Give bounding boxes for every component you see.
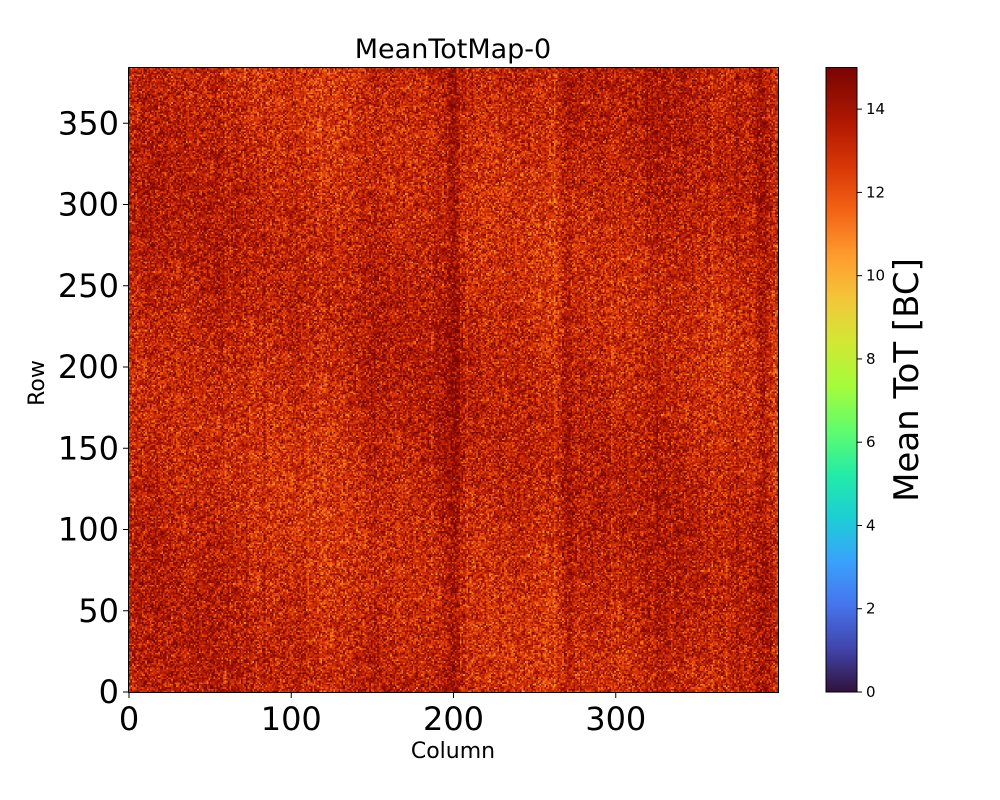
y-tick-label: 50 <box>78 592 119 630</box>
colorbar-tick-label: 0 <box>866 683 876 701</box>
x-tick-label: 300 <box>585 700 646 738</box>
y-tick-label: 0 <box>99 673 119 711</box>
y-tick-label: 100 <box>58 511 119 549</box>
colorbar-tick-label: 12 <box>866 183 885 201</box>
colorbar-tick-label: 14 <box>866 100 885 118</box>
colorbar-label: Mean ToT [BC] <box>887 258 927 502</box>
x-axis: 0 100 200 300 <box>119 692 646 738</box>
colorbar-tick-label: 6 <box>866 433 876 451</box>
plot-frame <box>128 67 779 693</box>
y-tick-label: 150 <box>58 429 119 467</box>
x-tick-label: 200 <box>423 700 484 738</box>
colorbar <box>825 67 858 693</box>
colorbar-ticks: 0 2 4 6 8 10 12 14 <box>857 100 885 701</box>
x-tick-label: 0 <box>119 700 139 738</box>
y-tick-label: 300 <box>58 186 119 224</box>
heatmap-image <box>129 68 778 692</box>
y-tick-label: 350 <box>58 104 119 142</box>
colorbar-tick-label: 4 <box>866 516 876 534</box>
x-axis-label: Column <box>411 739 495 764</box>
y-axis-label: Row <box>25 360 50 406</box>
colorbar-tick-label: 2 <box>866 600 876 618</box>
colorbar-tick-label: 10 <box>866 267 885 285</box>
y-axis: 0 50 100 150 200 250 300 350 <box>58 104 129 711</box>
chart-title: MeanTotMap-0 <box>355 34 551 65</box>
colorbar-tick-label: 8 <box>866 350 876 368</box>
y-tick-label: 250 <box>58 267 119 305</box>
x-tick-label: 100 <box>261 700 322 738</box>
y-tick-label: 200 <box>58 348 119 386</box>
